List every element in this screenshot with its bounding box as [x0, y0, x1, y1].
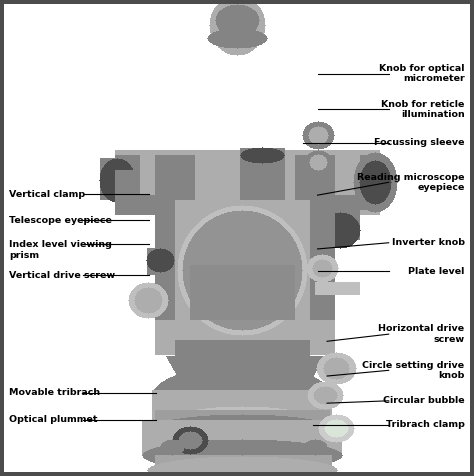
Text: Optical plummet: Optical plummet	[9, 416, 98, 424]
Text: Knob for reticle
illumination: Knob for reticle illumination	[381, 100, 465, 119]
Text: Index level viewing
prism: Index level viewing prism	[9, 240, 112, 259]
Text: Vertical clamp: Vertical clamp	[9, 190, 86, 198]
Text: Plate level: Plate level	[408, 267, 465, 276]
Text: Horizontal drive
screw: Horizontal drive screw	[378, 325, 465, 344]
Text: Circle setting drive
knob: Circle setting drive knob	[363, 361, 465, 380]
Text: Movable tribrach: Movable tribrach	[9, 388, 100, 397]
Text: Circular bubble: Circular bubble	[383, 397, 465, 405]
Text: Telescope eyepiece: Telescope eyepiece	[9, 216, 112, 225]
Text: Focussing sleeve: Focussing sleeve	[374, 139, 465, 147]
Text: Knob for optical
micrometer: Knob for optical micrometer	[379, 64, 465, 83]
Text: Inverter knob: Inverter knob	[392, 238, 465, 247]
Text: Vertical drive screw: Vertical drive screw	[9, 271, 116, 279]
Text: Tribrach clamp: Tribrach clamp	[386, 420, 465, 429]
Text: Reading microscope
eyepiece: Reading microscope eyepiece	[357, 173, 465, 192]
